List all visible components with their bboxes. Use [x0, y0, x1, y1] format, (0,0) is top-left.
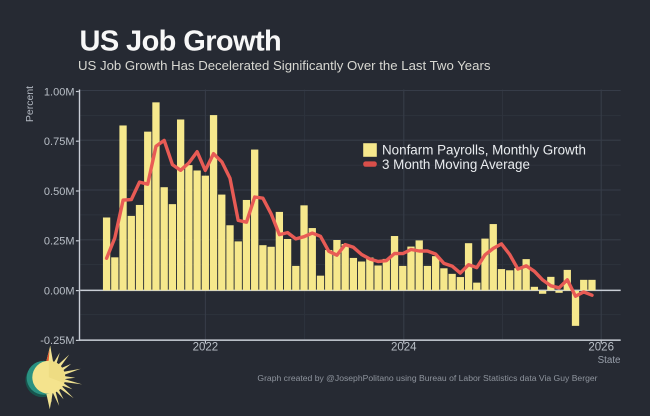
svg-text:2022: 2022 [193, 342, 219, 354]
svg-text:State: State [598, 355, 621, 366]
svg-text:US Job Growth Has Decelerated: US Job Growth Has Decelerated Significan… [78, 58, 491, 73]
svg-text:-0.25M: -0.25M [40, 335, 74, 347]
svg-text:Nonfarm Payrolls, Monthly Grow: Nonfarm Payrolls, Monthly Growth [382, 143, 586, 158]
svg-text:1.00M: 1.00M [44, 86, 75, 98]
svg-text:0.75M: 0.75M [44, 136, 75, 148]
svg-text:US Job Growth: US Job Growth [80, 26, 282, 58]
svg-text:3 Month Moving Average: 3 Month Moving Average [382, 157, 530, 172]
svg-text:0.25M: 0.25M [44, 236, 75, 248]
svg-text:0.50M: 0.50M [44, 186, 75, 198]
svg-text:0.00M: 0.00M [44, 285, 75, 297]
svg-text:Percent: Percent [24, 86, 36, 122]
svg-text:2026: 2026 [588, 342, 614, 354]
svg-text:Graph created by @JosephPolita: Graph created by @JosephPolitano using B… [257, 373, 597, 383]
svg-text:2024: 2024 [391, 342, 417, 354]
